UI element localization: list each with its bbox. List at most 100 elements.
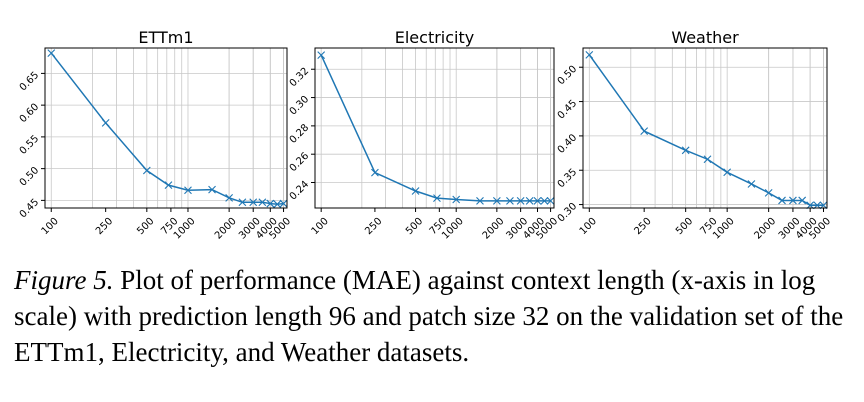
data-point-stroke	[142, 166, 151, 175]
data-point-stroke	[778, 196, 786, 205]
data-point	[208, 185, 216, 194]
data-point	[525, 197, 534, 205]
data-point	[273, 200, 282, 209]
data-point-stroke	[238, 198, 247, 207]
x-tick-label: 2000	[481, 216, 507, 242]
data-point	[433, 194, 441, 202]
data-point-stroke	[184, 186, 192, 195]
data-point	[164, 181, 173, 190]
y-tick-label: 0.65	[18, 70, 42, 94]
data-point	[681, 146, 690, 155]
figure-caption: Figure 5. Plot of performance (MAE) agai…	[14, 262, 854, 370]
data-point-stroke	[585, 50, 594, 59]
data-point	[184, 186, 192, 195]
data-point-stroke	[506, 197, 514, 205]
data-point	[723, 168, 732, 177]
data-point	[546, 197, 555, 205]
data-point-stroke	[764, 189, 773, 197]
data-point-stroke	[789, 196, 797, 205]
data-point	[516, 197, 525, 205]
data-point	[142, 166, 151, 175]
data-point-stroke	[47, 49, 56, 57]
data-point-stroke	[164, 181, 173, 190]
data-point	[585, 50, 594, 59]
data-point-stroke	[225, 193, 234, 202]
y-tick-label: 0.60	[18, 102, 42, 126]
data-point	[640, 127, 649, 135]
data-point	[249, 198, 258, 207]
data-point-stroke	[533, 197, 542, 205]
plot-area	[315, 48, 554, 208]
data-point-stroke	[798, 196, 807, 205]
y-tick-label: 0.45	[18, 197, 42, 221]
data-point-stroke	[273, 200, 282, 209]
data-point	[540, 197, 549, 205]
data-point-stroke	[540, 197, 549, 205]
data-point	[411, 187, 420, 195]
data-point	[747, 180, 756, 188]
data-point	[778, 196, 786, 205]
data-point-stroke	[525, 197, 534, 205]
data-point-stroke	[747, 180, 756, 188]
data-point-stroke	[476, 197, 484, 205]
x-tick-label: 100	[310, 216, 331, 237]
x-tick-label: 250	[633, 216, 654, 237]
y-tick-label: 0.30	[288, 94, 312, 118]
plot-frame	[44, 47, 288, 209]
caption-label: Figure 5.	[14, 265, 114, 295]
data-point-stroke	[317, 51, 326, 59]
chart-title: ETTm1	[138, 28, 193, 47]
data-point-stroke	[546, 197, 555, 205]
data-point-stroke	[101, 119, 110, 127]
data-point	[225, 193, 234, 202]
x-tick-label: 500	[674, 216, 695, 237]
data-point	[371, 168, 379, 177]
data-point	[317, 51, 326, 59]
data-point-stroke	[492, 197, 501, 205]
data-point	[798, 196, 807, 205]
data-point	[238, 198, 247, 207]
caption-text: Plot of performance (MAE) against contex…	[14, 265, 844, 367]
y-tick-label: 0.28	[288, 122, 312, 146]
data-point-stroke	[681, 146, 690, 155]
data-point	[506, 197, 514, 205]
data-point-stroke	[452, 195, 461, 204]
data-point-stroke	[411, 187, 420, 195]
y-tick-label: 0.45	[556, 98, 580, 122]
data-point-stroke	[279, 199, 288, 208]
y-tick-label: 0.24	[288, 179, 312, 203]
data-point-stroke	[723, 168, 732, 177]
data-point-stroke	[516, 197, 525, 205]
data-point-stroke	[640, 127, 649, 135]
chart-title: Weather	[671, 28, 739, 47]
x-tick-label: 250	[94, 216, 115, 237]
data-point	[476, 197, 484, 205]
x-tick-label: 2000	[213, 216, 239, 242]
data-point	[266, 199, 275, 208]
data-point-stroke	[258, 198, 267, 207]
data-point	[452, 195, 461, 204]
data-point	[533, 197, 542, 205]
plot-area	[45, 48, 287, 208]
x-tick-label: 2000	[753, 216, 779, 242]
x-tick-label: 500	[404, 216, 425, 237]
chart-title: Electricity	[395, 28, 474, 47]
plot-frame	[314, 47, 555, 209]
y-tick-label: 0.30	[556, 201, 580, 225]
data-point-stroke	[208, 185, 216, 194]
y-tick-label: 0.40	[556, 132, 580, 156]
y-tick-label: 0.35	[556, 167, 580, 191]
data-point	[101, 119, 110, 127]
x-tick-label: 100	[40, 216, 61, 237]
y-tick-label: 0.50	[556, 64, 580, 88]
data-point-stroke	[433, 194, 441, 202]
data-point	[764, 189, 773, 197]
x-tick-label: 500	[135, 216, 156, 237]
data-point-stroke	[249, 198, 258, 207]
data-point	[47, 49, 56, 57]
data-point-stroke	[266, 199, 275, 208]
